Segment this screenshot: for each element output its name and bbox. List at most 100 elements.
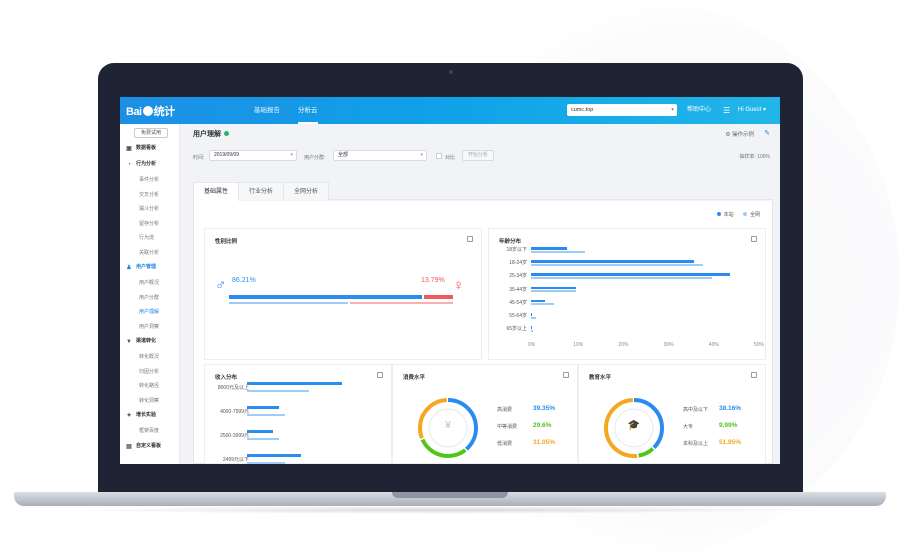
education-ring: [604, 398, 664, 458]
age-axis-tick: 10%: [573, 342, 584, 348]
sidebar-item-label: 用户概况: [139, 280, 160, 286]
table-view-icon[interactable]: [751, 372, 757, 378]
tab-network-analysis[interactable]: 全网分析: [283, 182, 330, 200]
sidebar-item-17[interactable]: 转化洞察: [139, 397, 199, 404]
age-axis-tick: 30%: [663, 342, 674, 348]
nav-analysis-cloud[interactable]: 分析云: [298, 97, 318, 124]
sidebar-item-9[interactable]: 用户概况: [139, 279, 199, 286]
consumption-row-value: 39.35%: [533, 405, 556, 412]
sidebar-item-4[interactable]: 漏斗分析: [139, 205, 199, 212]
site-select-value: cumc.top: [571, 107, 594, 113]
sidebar-item-20[interactable]: ▤ 自定义看板: [126, 442, 186, 450]
sidebar-item-10[interactable]: 用户分群: [139, 294, 199, 301]
income-network-bar: [247, 390, 309, 392]
age-category-label: 18-24岁: [509, 260, 527, 267]
table-view-icon[interactable]: [751, 236, 757, 242]
free-trial-button[interactable]: 免费试用: [134, 128, 168, 138]
pin-icon[interactable]: ✎: [764, 130, 770, 137]
status-dot-icon: [224, 131, 229, 136]
user-group-select[interactable]: 全部 ▾: [333, 150, 427, 161]
sidebar-item-label: 行为流: [139, 235, 155, 241]
laptop-base-notch: [392, 492, 508, 498]
age-site-bar: [531, 286, 577, 290]
list-icon[interactable]: ☰: [723, 106, 731, 115]
sidebar-item-7[interactable]: 关联分析: [139, 249, 199, 256]
sidebar-item-label: 渠道转化: [136, 338, 157, 344]
nav-basic-report[interactable]: 基础报告: [254, 107, 280, 114]
income-site-bar: [247, 406, 279, 409]
sidebar-item-13[interactable]: ▼ 渠道转化: [126, 337, 186, 345]
baidu-tongji-logo[interactable]: Bai 统计: [126, 103, 175, 119]
sidebar-item-8[interactable]: ♟ 用户管理: [126, 263, 186, 271]
compare-label: 对比: [445, 155, 456, 161]
income-title: 收入分布: [215, 375, 238, 381]
income-category-label: 2500-3999元: [220, 433, 249, 439]
sidebar-item-label: 用户洞察: [139, 323, 160, 330]
tab-industry-analysis[interactable]: 行业分析: [238, 182, 285, 200]
time-label: 时间:: [193, 155, 205, 161]
screen: Bai 统计 基础报告 分析云 cumc.top ▾ 帮助中心 ☰ Hi Gues…: [120, 97, 780, 464]
consumption-row-value: 31.05%: [533, 439, 556, 446]
sidebar-item-label: 用户理解: [139, 309, 160, 315]
male-icon: ♂: [215, 277, 227, 294]
sidebar-item-15[interactable]: 归因分析: [139, 368, 199, 375]
age-axis-tick: 40%: [708, 342, 719, 348]
sidebar-item-5[interactable]: 留存分析: [139, 220, 199, 227]
sidebar-item-18[interactable]: ✦ 增长实验: [126, 411, 186, 419]
ring-segment: [604, 398, 664, 458]
age-site-bar: [531, 299, 545, 303]
age-card: 年龄分布 18岁以下 18-24岁 25-34岁 35-44岁 45-54岁 55-64岁…: [488, 228, 766, 360]
help-center-link[interactable]: 帮助中心: [687, 107, 712, 113]
compare-checkbox[interactable]: [436, 153, 442, 159]
age-network-bar: [531, 263, 703, 266]
sidebar-item-label: 转化概况: [139, 354, 160, 360]
table-view-icon[interactable]: [563, 372, 569, 378]
sidebar-item-2[interactable]: 事件分析: [139, 176, 199, 183]
tab-basic-attributes[interactable]: 基础属性: [193, 182, 240, 201]
consumption-row-label: 低消费: [497, 441, 513, 447]
sidebar-item-1[interactable]: ◔ 行为分析: [126, 160, 186, 168]
sidebar-item-3[interactable]: 交叉分析: [139, 191, 199, 198]
age-category-label: 18岁以下: [506, 247, 527, 253]
sidebar-item-11[interactable]: 用户理解: [139, 308, 199, 315]
start-analysis-button[interactable]: 开始分析: [462, 150, 495, 161]
sidebar-item-16[interactable]: 转化路径: [139, 382, 199, 389]
date-picker[interactable]: 2019/09/09 ▾: [209, 150, 297, 161]
income-network-bar: [247, 414, 285, 416]
tab-content: 本站 全网 性别比例 ♂ 86.21% 13.79% ♀ 年龄分布: [193, 201, 773, 464]
user-icon: ♟: [126, 265, 132, 271]
sidebar-item-14[interactable]: 转化概况: [139, 353, 199, 360]
sidebar-item-label: 事件分析: [139, 177, 160, 183]
sidebar-item-6[interactable]: 行为流: [139, 234, 199, 241]
yen-icon: ¥: [445, 420, 451, 431]
age-category-label: 65岁以上: [506, 326, 527, 333]
tab-bar: 基础属性 行业分析 全网分析: [193, 182, 773, 201]
gender-title: 性别比例: [215, 239, 238, 245]
sidebar-item-19[interactable]: 框架百度: [139, 427, 199, 434]
sidebar-item-12[interactable]: 用户洞察: [139, 323, 199, 330]
site-select[interactable]: cumc.top ▾: [567, 104, 677, 116]
legend: 本站 全网: [709, 211, 760, 218]
sidebar-item-label: 转化路径: [139, 383, 160, 389]
sidebar-item-label: 用户分群: [139, 294, 160, 301]
user-name: Hi Guest: [738, 107, 762, 113]
education-card: 教育水平 🎓 高中及以下 38.16% 大专 9.99% 本科及以上 51.85%: [578, 364, 766, 464]
male-network-bar: [229, 302, 348, 304]
dashboard-icon: ▣: [126, 146, 132, 152]
sidebar-item-0[interactable]: ▣ 数据看板: [126, 144, 186, 152]
sidebar-item-label: 漏斗分析: [139, 206, 160, 212]
male-bar: [229, 295, 423, 299]
income-network-bar: [247, 438, 279, 440]
ring-segment: [418, 398, 478, 458]
table-view-icon[interactable]: [467, 236, 473, 242]
female-pct: 13.79%: [421, 277, 445, 284]
user-menu[interactable]: Hi Guest ▾: [738, 107, 767, 113]
female-icon: ♀: [453, 277, 465, 294]
consumption-row-value: 29.6%: [533, 422, 552, 429]
female-bar: [424, 295, 453, 299]
page-title: 用户理解: [193, 129, 229, 139]
ops-example-link[interactable]: ⚙ 操作示例: [725, 132, 754, 138]
table-view-icon[interactable]: [377, 372, 383, 378]
logo-text: Bai: [126, 106, 142, 118]
sidebar-item-label: 关联分析: [139, 249, 160, 256]
